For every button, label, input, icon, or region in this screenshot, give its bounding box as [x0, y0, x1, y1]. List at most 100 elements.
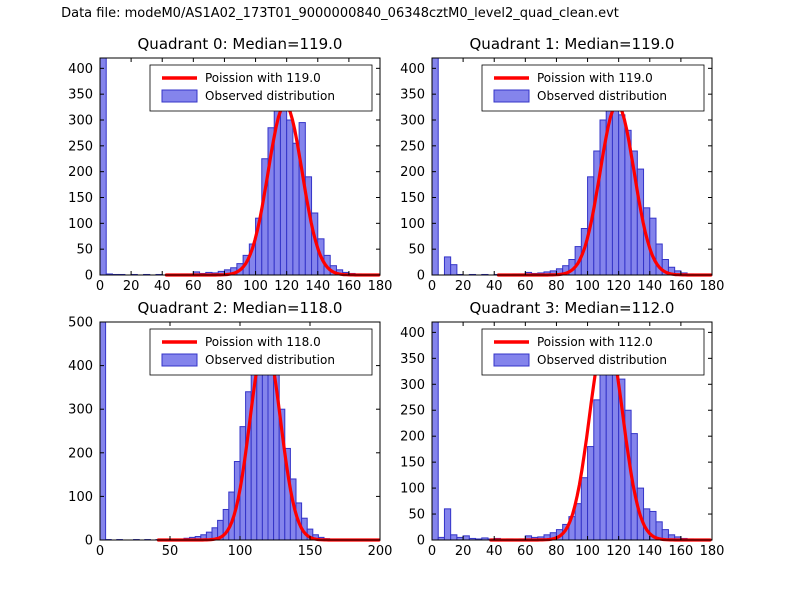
histogram-bar [618, 114, 626, 276]
x-tick-label: 80 [216, 279, 233, 294]
x-tick-label: 120 [606, 544, 631, 559]
y-tick-label: 0 [417, 269, 425, 284]
legend-label-observed: Observed distribution [205, 89, 335, 103]
y-tick-label: 0 [85, 269, 93, 284]
histogram-bar [292, 142, 300, 276]
x-tick-label: 160 [668, 279, 693, 294]
y-tick-label: 200 [68, 446, 93, 461]
y-tick-label: 100 [68, 217, 93, 232]
x-tick-label: 200 [368, 544, 393, 559]
legend-box [149, 64, 373, 112]
x-tick-label: 40 [154, 279, 171, 294]
y-tick-label: 100 [400, 482, 425, 497]
axes-frame [431, 321, 713, 541]
subplot-title-quadrant-1: Quadrant 1: Median=119.0 [469, 35, 675, 53]
y-tick-label: 350 [400, 88, 425, 103]
axes-frame [99, 321, 381, 541]
x-tick-label: 20 [455, 544, 472, 559]
legend-box [149, 328, 373, 376]
y-tick-label: 250 [400, 404, 425, 419]
y-tick-label: 300 [68, 114, 93, 129]
y-tick-label: 300 [400, 114, 425, 129]
y-tick-label: 400 [400, 62, 425, 77]
x-tick-label: 80 [548, 544, 565, 559]
legend: Poission with 119.0 Observed distribution [149, 64, 373, 112]
legend: Poission with 119.0 Observed distribution [481, 64, 705, 112]
subplot-quadrant-0: 0 20 40 60 80 100 120 140 160 180 0 50 100 150 200 250 3… [68, 57, 392, 294]
legend-label-poisson: Poission with 118.0 [205, 335, 321, 349]
y-tick-label: 150 [400, 191, 425, 206]
legend-patch-sample [161, 89, 198, 103]
histogram-bar [298, 122, 306, 276]
histogram-bar [450, 264, 458, 276]
y-tick-label: 200 [400, 165, 425, 180]
y-tick-label: 250 [400, 139, 425, 154]
histogram-bar [99, 321, 107, 541]
legend-patch-sample [493, 353, 530, 367]
x-tick-label: 20 [123, 279, 140, 294]
legend-label-observed: Observed distribution [537, 353, 667, 367]
subplot-title-quadrant-3: Quadrant 3: Median=112.0 [469, 299, 675, 317]
legend-label-poisson: Poission with 119.0 [205, 71, 321, 85]
figure-title: Data file: modeM0/AS1A02_173T01_90000008… [61, 6, 619, 21]
x-tick-label: 180 [700, 279, 725, 294]
histogram-bar [431, 57, 439, 276]
y-tick-label: 50 [408, 243, 425, 258]
histogram-bar [450, 534, 458, 541]
y-tick-label: 400 [400, 326, 425, 341]
histogram-bar [99, 57, 107, 276]
histogram-bar [611, 109, 620, 276]
x-tick-label: 0 [428, 544, 436, 559]
legend-label-observed: Observed distribution [205, 353, 335, 367]
x-tick-label: 160 [336, 279, 361, 294]
histogram-bar [267, 347, 275, 541]
y-tick-label: 200 [400, 430, 425, 445]
y-tick-label: 0 [85, 534, 93, 549]
x-tick-label: 120 [606, 279, 631, 294]
y-tick-label: 200 [68, 165, 93, 180]
subplot-title-quadrant-2: Quadrant 2: Median=118.0 [137, 299, 343, 317]
legend-box [481, 64, 705, 112]
histogram-bar [599, 352, 607, 541]
axes-frame [431, 57, 713, 276]
legend-label-poisson: Poission with 119.0 [537, 71, 653, 85]
histogram-bar [443, 256, 452, 276]
y-tick-label: 300 [400, 378, 425, 393]
y-tick-label: 100 [400, 217, 425, 232]
histogram-bar [431, 321, 439, 541]
x-tick-label: 40 [486, 279, 503, 294]
x-tick-label: 20 [455, 279, 472, 294]
x-tick-label: 100 [228, 544, 253, 559]
histogram-bar [574, 503, 582, 541]
axes-frame [99, 57, 381, 276]
subplot-quadrant-1: 0 20 40 60 80 100 120 140 160 180 0 50 100 150 200 250 3… [400, 57, 725, 294]
histogram-bar [593, 399, 601, 541]
legend-patch-sample [493, 89, 530, 103]
histogram-bar [462, 535, 470, 541]
y-tick-label: 400 [68, 62, 93, 77]
y-tick-label: 50 [408, 508, 425, 523]
x-tick-label: 140 [637, 279, 662, 294]
x-tick-label: 50 [162, 544, 179, 559]
x-tick-label: 100 [243, 279, 268, 294]
x-tick-label: 60 [517, 544, 534, 559]
x-tick-label: 120 [274, 279, 299, 294]
legend-label-poisson: Poission with 112.0 [537, 335, 653, 349]
histogram-bar [580, 477, 589, 541]
y-tick-label: 350 [400, 352, 425, 367]
histogram-bar [286, 119, 294, 276]
x-tick-label: 0 [428, 279, 436, 294]
legend: Poission with 118.0 Observed distribution [149, 328, 373, 376]
y-tick-label: 50 [76, 243, 93, 258]
x-tick-label: 80 [548, 279, 565, 294]
histogram-bar [587, 446, 595, 541]
y-tick-label: 300 [68, 403, 93, 418]
x-tick-label: 150 [298, 544, 323, 559]
y-tick-label: 150 [400, 456, 425, 471]
legend-box [481, 328, 705, 376]
subplot-quadrant-2: 0 50 100 150 200 0 100 200 300 400 500 Poission wit… [68, 316, 392, 560]
x-tick-label: 140 [305, 279, 330, 294]
histogram-bar [279, 104, 288, 276]
